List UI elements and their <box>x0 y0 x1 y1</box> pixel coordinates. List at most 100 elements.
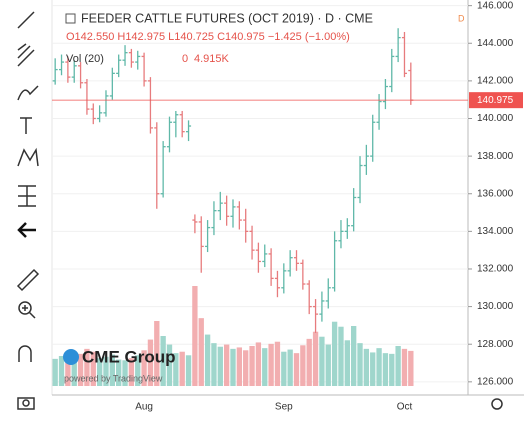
volume-bar <box>389 353 395 386</box>
volume-bar <box>58 356 65 386</box>
volume-bar <box>363 348 370 386</box>
volume-bar <box>325 344 331 386</box>
volume-bar <box>249 346 255 386</box>
ohlc-legend: O142.550 H142.975 L140.725 C140.975 −1.4… <box>66 31 350 43</box>
volume-bar <box>135 355 141 386</box>
interval-badge: D <box>458 13 465 23</box>
volume-ma: 0 <box>182 53 188 65</box>
volume-bar <box>84 348 90 386</box>
settings-button[interactable] <box>491 398 503 410</box>
y-tick-label: 144.000 <box>477 38 514 49</box>
volume-bar <box>179 351 185 386</box>
x-tick-label: Aug <box>135 402 153 413</box>
volume-bar <box>376 348 382 386</box>
back-tool[interactable] <box>17 222 36 238</box>
volume-bar <box>173 353 179 386</box>
volume-bar <box>300 345 306 386</box>
last-price-box <box>469 92 523 109</box>
fib-tool[interactable] <box>17 43 35 67</box>
zoom-tool[interactable] <box>18 301 32 315</box>
volume-bar <box>338 326 344 386</box>
volume-bar <box>344 340 350 386</box>
volume-label: Vol (20) <box>66 53 104 65</box>
last-price-label: 140.975 <box>477 95 514 106</box>
toolbar <box>16 11 40 410</box>
y-tick-label: 146.000 <box>477 0 514 11</box>
volume-bar <box>350 326 357 386</box>
y-tick-label: 128.000 <box>477 339 514 350</box>
volume-bar <box>357 343 363 386</box>
volume-bar <box>77 353 84 386</box>
y-tick-label: 142.000 <box>477 76 514 87</box>
volume-bar <box>90 351 96 386</box>
x-tick-label: Sep <box>275 402 293 413</box>
volume-bar <box>230 348 236 386</box>
volume-value: 4.915K <box>194 53 230 65</box>
camera-lens <box>22 399 30 407</box>
y-tick-label: 132.000 <box>477 264 514 275</box>
volume-bar <box>141 350 147 386</box>
trend-line-tool[interactable] <box>17 11 35 29</box>
volume-bar <box>243 350 249 386</box>
volume-bar <box>268 343 274 386</box>
logo-text: CME Group <box>82 347 176 366</box>
ruler-tool[interactable] <box>16 268 40 292</box>
volume-bar <box>96 358 103 386</box>
volume-bar <box>319 336 325 386</box>
volume-bar <box>147 339 154 386</box>
volume-bar <box>287 349 293 386</box>
volume-bar <box>262 348 268 386</box>
volume-bar <box>401 348 408 386</box>
volume-bar <box>166 344 173 386</box>
volume-bar <box>281 351 287 386</box>
volume-bar <box>408 350 414 386</box>
volume-bar <box>204 334 211 386</box>
y-tick-label: 136.000 <box>477 188 514 199</box>
volume-bar <box>217 346 223 386</box>
volume-bar <box>211 343 217 386</box>
y-tick-label: 126.000 <box>477 376 514 387</box>
volume-bar <box>255 342 262 386</box>
volume-bar <box>109 354 116 386</box>
zoom-icon <box>22 305 36 319</box>
y-tick-label: 138.000 <box>477 151 514 162</box>
powered-by: powered by TradingView <box>64 373 163 383</box>
cme-logo-globe <box>63 349 79 365</box>
y-tick-label: 140.000 <box>477 113 514 124</box>
forecast-tool[interactable] <box>18 185 36 207</box>
volume-bar <box>192 286 198 386</box>
volume-bar <box>122 360 128 386</box>
plot <box>52 5 468 386</box>
volume-bar <box>293 353 300 386</box>
volume-bar <box>154 321 160 386</box>
y-tick-label: 134.000 <box>477 226 514 237</box>
volume-bar <box>306 338 312 386</box>
volume-bar <box>382 353 389 386</box>
magnet-tool[interactable] <box>18 345 32 362</box>
volume-bar <box>52 358 58 386</box>
volume-bar <box>274 341 281 386</box>
volume-bar <box>223 344 230 386</box>
volume-bar <box>128 358 135 386</box>
volume-bar <box>395 346 401 386</box>
volume-bar <box>185 355 192 386</box>
screenshot-tool[interactable] <box>17 397 35 410</box>
brush-tool[interactable] <box>17 85 39 101</box>
volume-bar <box>198 318 204 386</box>
pattern-tool[interactable] <box>17 147 39 167</box>
collapse-button[interactable] <box>65 13 76 24</box>
text-tool[interactable] <box>20 117 32 134</box>
volume-bar <box>236 347 243 386</box>
y-tick-label: 130.000 <box>477 301 514 312</box>
volume-bar <box>370 352 376 386</box>
volume-bar <box>116 359 122 386</box>
volume-bar <box>160 336 166 386</box>
volume-bar <box>65 361 71 386</box>
volume-bar <box>103 356 109 386</box>
volume-bar <box>331 321 338 386</box>
chart-title: FEEDER CATTLE FUTURES (OCT 2019) · D · C… <box>81 11 373 25</box>
volume-bar <box>71 357 77 386</box>
x-tick-label: Oct <box>397 402 413 413</box>
volume-bar <box>312 331 319 386</box>
